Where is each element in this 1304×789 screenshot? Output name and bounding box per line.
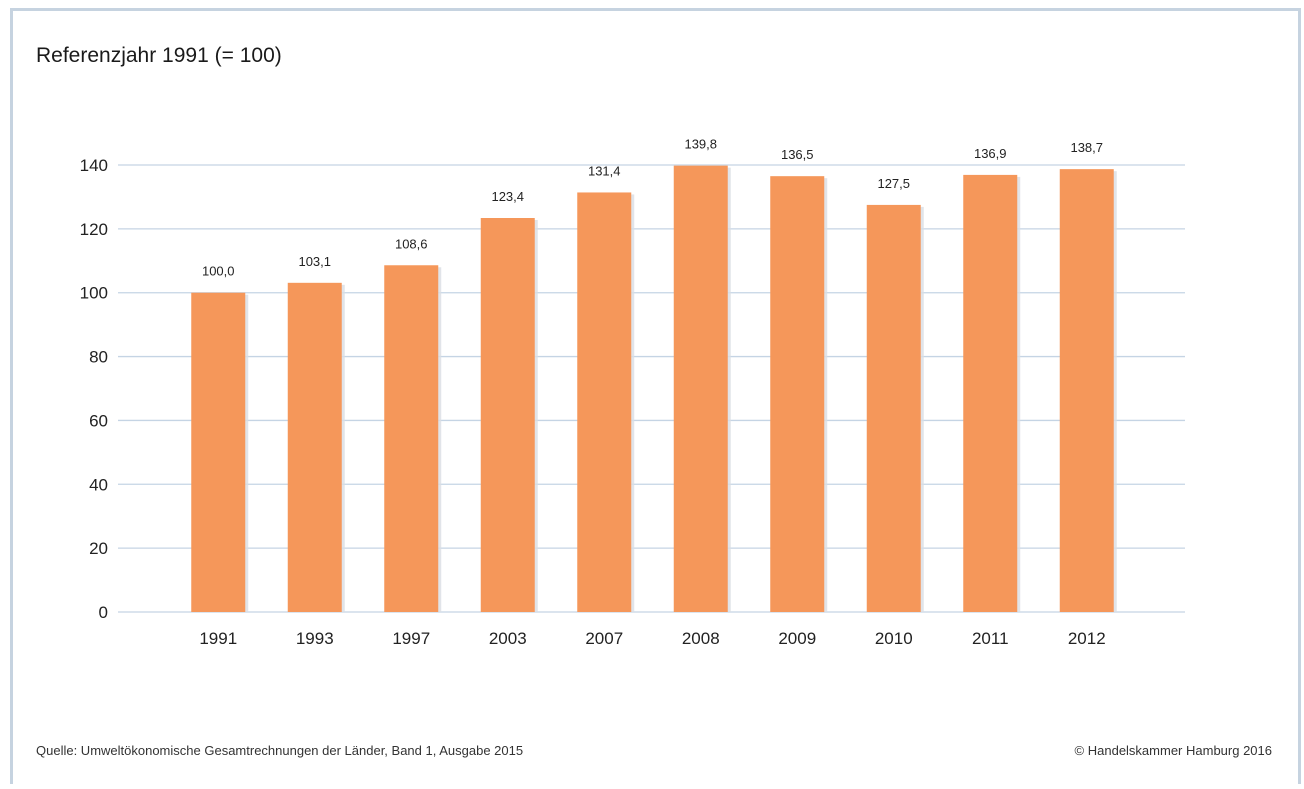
x-tick-label: 2007 <box>585 629 623 648</box>
copyright-note: © Handelskammer Hamburg 2016 <box>1074 743 1272 758</box>
x-tick-label: 2009 <box>778 629 816 648</box>
value-label: 131,4 <box>588 163 621 178</box>
y-tick-label: 60 <box>89 411 108 430</box>
x-tick-label: 1997 <box>392 629 430 648</box>
bar <box>191 292 246 612</box>
bar <box>673 165 728 613</box>
y-tick-label: 20 <box>89 539 108 558</box>
x-tick-label: 2010 <box>875 629 913 648</box>
bar <box>480 218 535 612</box>
y-tick-label: 0 <box>99 603 108 622</box>
value-label: 136,9 <box>974 146 1007 161</box>
value-label: 103,1 <box>298 254 331 269</box>
value-label: 138,7 <box>1070 140 1103 155</box>
x-tick-label: 2012 <box>1068 629 1106 648</box>
y-tick-label: 100 <box>80 284 108 303</box>
source-note: Quelle: Umweltökonomische Gesamtrechnung… <box>36 743 524 758</box>
value-label: 127,5 <box>877 176 910 191</box>
value-label: 123,4 <box>491 189 524 204</box>
y-tick-label: 120 <box>80 220 108 239</box>
chart-title: Referenzjahr 1991 (= 100) <box>36 44 282 67</box>
y-tick-label: 40 <box>89 475 108 494</box>
bar <box>384 265 439 612</box>
value-label: 108,6 <box>395 236 428 251</box>
x-tick-label: 2008 <box>682 629 720 648</box>
value-label: 100,0 <box>202 264 235 279</box>
bar <box>577 192 632 613</box>
bar <box>770 176 825 613</box>
y-tick-label: 140 <box>80 156 108 175</box>
y-tick-label: 80 <box>89 348 108 367</box>
x-tick-label: 2003 <box>489 629 527 648</box>
x-tick-label: 1991 <box>199 629 237 648</box>
chart-frame <box>10 8 1301 784</box>
x-tick-label: 1993 <box>296 629 334 648</box>
bar <box>287 282 342 612</box>
x-tick-label: 2011 <box>972 629 1009 648</box>
bar <box>866 204 921 613</box>
bar <box>963 174 1018 612</box>
value-label: 139,8 <box>684 137 717 152</box>
value-label: 136,5 <box>781 147 814 162</box>
bar <box>1059 169 1114 613</box>
